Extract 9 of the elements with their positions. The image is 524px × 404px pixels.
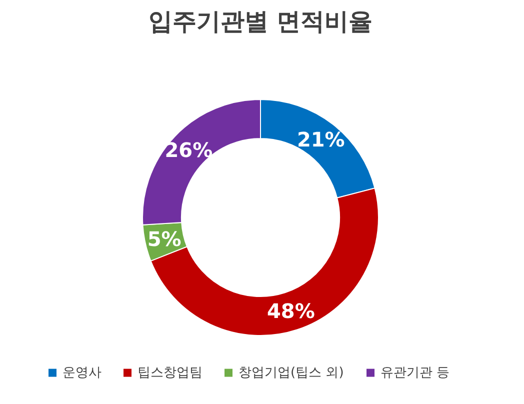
legend-label: 운영사 bbox=[62, 365, 102, 380]
data-label: 26% bbox=[164, 138, 213, 162]
legend-label: 창업기업(팁스 외) bbox=[238, 365, 344, 380]
data-label: 5% bbox=[147, 226, 182, 251]
data-label: 21% bbox=[296, 128, 345, 152]
legend-label: 유관기관 등 bbox=[380, 365, 450, 380]
chart-title: 입주기관별 면적비율 bbox=[148, 8, 373, 36]
legend-label: 팁스창업팀 bbox=[138, 365, 202, 380]
data-label: 48% bbox=[267, 299, 315, 324]
